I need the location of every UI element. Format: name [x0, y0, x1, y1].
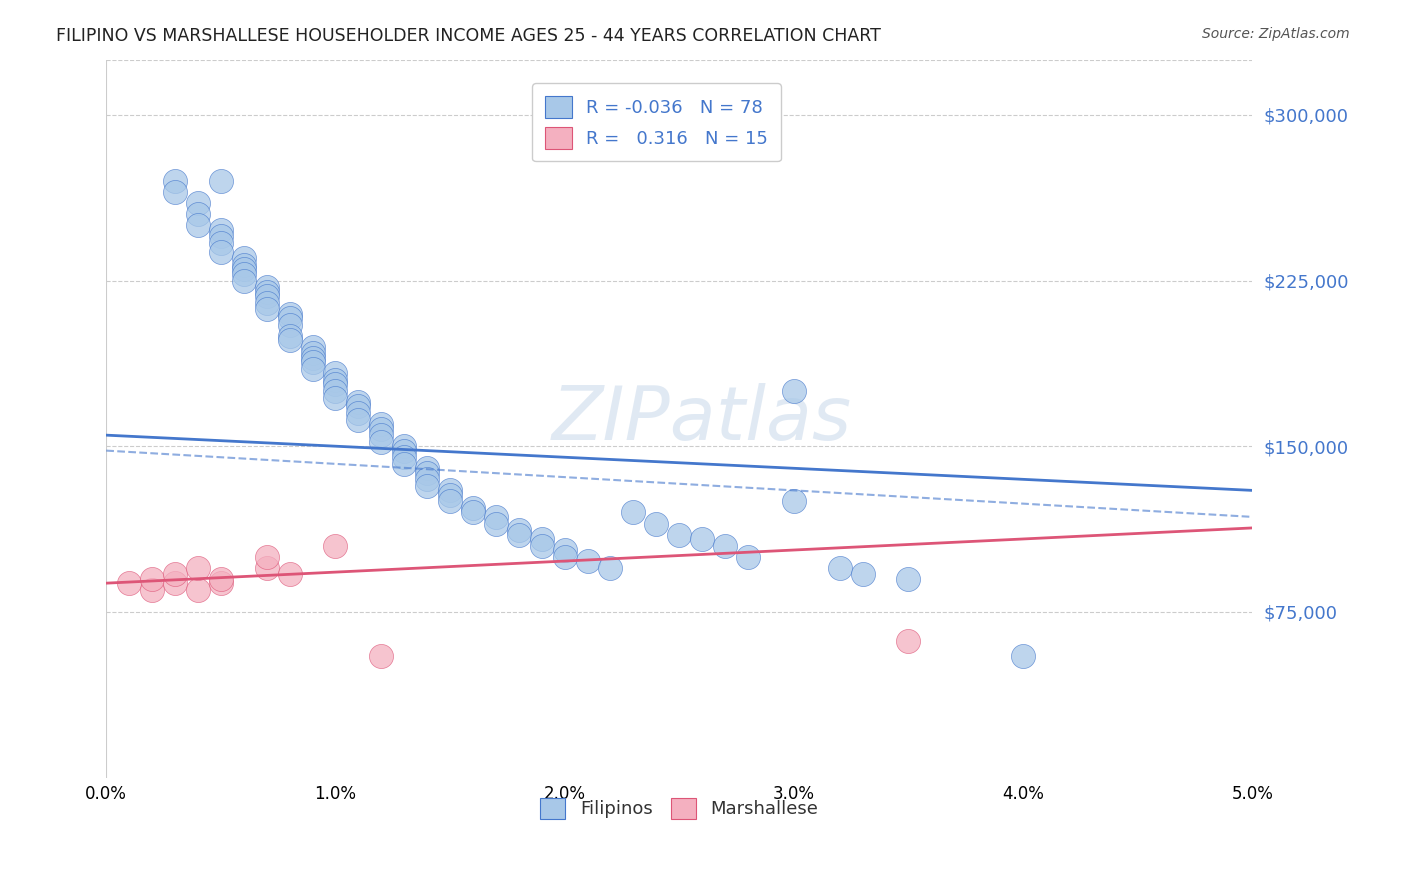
Point — [187, 219, 209, 233]
Point — [256, 560, 278, 574]
Point — [163, 567, 186, 582]
Point — [370, 417, 392, 431]
Point — [828, 560, 851, 574]
Point — [256, 289, 278, 303]
Point — [209, 223, 232, 237]
Point — [599, 560, 621, 574]
Point — [530, 539, 553, 553]
Point — [301, 340, 323, 354]
Point — [278, 333, 301, 347]
Point — [461, 501, 484, 516]
Point — [392, 443, 415, 458]
Point — [439, 483, 461, 498]
Point — [256, 280, 278, 294]
Point — [187, 207, 209, 221]
Point — [232, 262, 254, 277]
Point — [325, 377, 347, 392]
Point — [278, 567, 301, 582]
Point — [370, 648, 392, 663]
Point — [621, 506, 644, 520]
Point — [325, 366, 347, 380]
Point — [325, 373, 347, 387]
Point — [256, 549, 278, 564]
Point — [209, 229, 232, 244]
Point — [714, 539, 737, 553]
Point — [370, 434, 392, 449]
Point — [209, 244, 232, 259]
Point — [232, 267, 254, 281]
Point — [508, 527, 530, 541]
Point — [301, 346, 323, 360]
Point — [209, 576, 232, 591]
Point — [897, 633, 920, 648]
Point — [416, 461, 439, 475]
Point — [897, 572, 920, 586]
Point — [461, 506, 484, 520]
Legend: Filipinos, Marshallese: Filipinos, Marshallese — [533, 790, 825, 826]
Point — [851, 567, 873, 582]
Point — [187, 582, 209, 597]
Point — [576, 554, 599, 568]
Point — [416, 466, 439, 480]
Point — [508, 523, 530, 537]
Point — [783, 494, 806, 508]
Point — [737, 549, 759, 564]
Point — [645, 516, 668, 531]
Point — [439, 488, 461, 502]
Point — [416, 472, 439, 486]
Point — [163, 185, 186, 199]
Point — [232, 258, 254, 272]
Point — [187, 196, 209, 211]
Point — [347, 406, 370, 420]
Point — [392, 457, 415, 471]
Point — [141, 582, 163, 597]
Point — [325, 384, 347, 398]
Point — [347, 395, 370, 409]
Point — [301, 351, 323, 365]
Point — [392, 439, 415, 453]
Point — [232, 252, 254, 266]
Point — [439, 494, 461, 508]
Point — [370, 428, 392, 442]
Point — [485, 516, 508, 531]
Point — [209, 235, 232, 250]
Point — [278, 311, 301, 326]
Text: FILIPINO VS MARSHALLESE HOUSEHOLDER INCOME AGES 25 - 44 YEARS CORRELATION CHART: FILIPINO VS MARSHALLESE HOUSEHOLDER INCO… — [56, 27, 882, 45]
Point — [301, 362, 323, 376]
Point — [301, 355, 323, 369]
Text: Source: ZipAtlas.com: Source: ZipAtlas.com — [1202, 27, 1350, 41]
Point — [530, 532, 553, 546]
Point — [163, 576, 186, 591]
Point — [187, 560, 209, 574]
Point — [554, 543, 576, 558]
Point — [347, 400, 370, 414]
Point — [141, 572, 163, 586]
Point — [485, 509, 508, 524]
Point — [163, 174, 186, 188]
Point — [370, 421, 392, 435]
Point — [690, 532, 713, 546]
Point — [325, 391, 347, 405]
Point — [347, 412, 370, 426]
Point — [256, 285, 278, 299]
Point — [232, 273, 254, 287]
Point — [118, 576, 141, 591]
Point — [209, 174, 232, 188]
Point — [278, 318, 301, 332]
Point — [1012, 648, 1035, 663]
Point — [416, 479, 439, 493]
Point — [325, 539, 347, 553]
Point — [392, 450, 415, 465]
Point — [554, 549, 576, 564]
Point — [783, 384, 806, 398]
Point — [278, 307, 301, 321]
Point — [209, 572, 232, 586]
Text: ZIPatlas: ZIPatlas — [553, 383, 852, 455]
Point — [278, 328, 301, 343]
Point — [256, 295, 278, 310]
Point — [668, 527, 690, 541]
Point — [256, 302, 278, 317]
